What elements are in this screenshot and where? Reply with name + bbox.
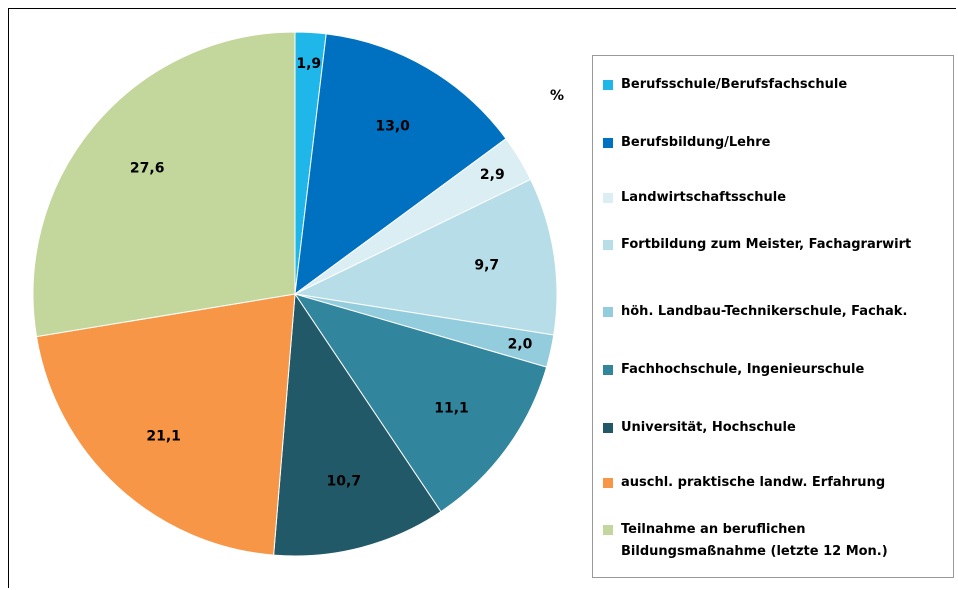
legend-item: Fachhochschule, Ingenieurschule [603,359,943,381]
data-label: 13,0 [375,119,410,135]
legend: Berufsschule/Berufsfachschule Berufsbildu… [592,55,954,578]
legend-label: auschl. praktische landw. Erfahrung [621,475,886,490]
pie-slice [273,292,442,557]
data-label: 21,1 [146,429,181,445]
legend-item: auschl. praktische landw. Erfahrung [603,472,943,494]
pie-area: % 1,9 13,0 2,9 9,7 2,0 11,1 10,7 21,1 27,6 [32,31,564,557]
legend-swatch [603,193,613,203]
legend-item: höh. Landbau-Technikerschule, Fachak. [603,301,943,323]
legend-label: Berufsbildung/Lehre [621,135,771,150]
data-label: 27,6 [130,161,165,177]
data-label: 10,7 [327,474,362,490]
legend-item: Fortbildung zum Meister, Fachagrarwirt [603,234,943,256]
legend-label: Berufsschule/Berufsfachschule [621,77,848,92]
pie-slice [293,178,558,336]
legend-item: Berufsbildung/Lehre [603,132,943,154]
legend-item: Teilnahme an beruflichen Bildungsmaßnahm… [603,519,943,563]
legend-label: Fachhochschule, Ingenieurschule [621,362,865,377]
legend-swatch [603,423,613,433]
pie-slice [35,293,296,556]
legend-item: Berufsschule/Berufsfachschule [603,74,943,96]
unit-label: % [550,88,564,104]
data-label: 2,9 [480,167,505,183]
legend-swatch [603,365,613,375]
legend-swatch [603,525,613,535]
legend-item: Universität, Hochschule [603,417,943,439]
legend-label: Landwirtschaftsschule [621,190,787,205]
legend-swatch [603,307,613,317]
data-label: 1,9 [296,56,321,72]
legend-item: Landwirtschaftsschule [603,187,943,209]
frame [8,8,956,588]
data-label: 2,0 [508,336,533,352]
pie-slice [293,293,548,513]
legend-label: Teilnahme an beruflichen Bildungsmaßnahm… [621,522,888,559]
data-label: 9,7 [474,257,499,273]
legend-swatch [603,138,613,148]
legend-swatch [603,240,613,250]
data-label: 11,1 [434,400,469,416]
legend-label: Fortbildung zum Meister, Fachagrarwirt [621,237,912,252]
pie-slice [294,33,507,296]
legend-swatch [603,478,613,488]
legend-label: höh. Landbau-Technikerschule, Fachak. [621,304,908,319]
pie-slice [32,31,296,338]
legend-label: Universität, Hochschule [621,420,796,435]
legend-swatch [603,80,613,90]
